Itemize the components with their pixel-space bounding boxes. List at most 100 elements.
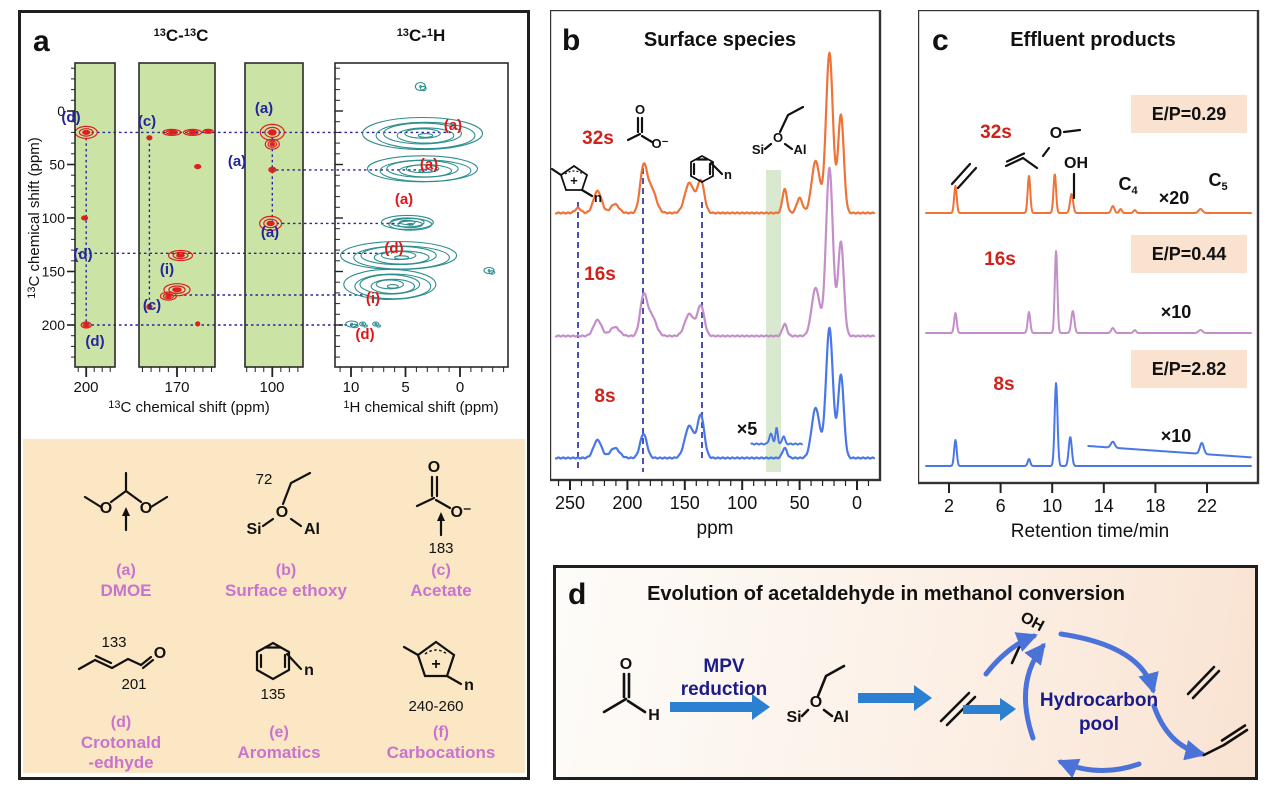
svg-text:O: O (1050, 125, 1062, 142)
cc-tick-200: 200 (73, 379, 98, 396)
panel-b-letter: b (562, 24, 580, 57)
reaction-arrow-1-icon (670, 694, 770, 720)
svg-text:n: n (594, 190, 602, 205)
pool-label-2: pool (1079, 714, 1119, 735)
panel-c-title: Effluent products (1010, 29, 1176, 51)
carbocations-structure-icon: + n 240-260 (402, 640, 474, 715)
svg-text:O: O (140, 500, 152, 517)
ch-tick-0: 0 (456, 379, 464, 396)
assign-d-strip1-top: (d) (61, 109, 80, 126)
legend-name-carbocations: Carbocations (387, 743, 496, 762)
svg-text:n: n (464, 677, 474, 694)
panel-b-canvas: b Surface species + n O O⁻ n (550, 10, 882, 539)
x-tick-6: 6 (996, 496, 1006, 516)
y-tick-200: 200 (42, 317, 66, 333)
series-label-32s: 32s (980, 122, 1012, 143)
svg-text:201: 201 (121, 676, 146, 693)
svg-text:72: 72 (256, 471, 273, 488)
dimethyl-ether-icon: O (1041, 125, 1082, 158)
svg-text:Si: Si (786, 709, 801, 726)
plot-border (550, 10, 882, 482)
svg-text:OH: OH (1064, 155, 1088, 172)
svg-text:O⁻: O⁻ (652, 136, 669, 151)
crotonaldehyde-structure-icon: 133 O 201 (77, 634, 166, 693)
legend-name-crotonaldehyde-2: -edhyde (88, 753, 153, 772)
x-axis-ticks (948, 483, 1208, 493)
c4-label: C4 (1118, 174, 1138, 197)
magnification-x10-8s: ×10 (1161, 426, 1192, 446)
series-label-8s: 8s (594, 386, 615, 407)
ethylene-icon (950, 162, 978, 190)
panel-c-effluent-products: E/P=0.29 E/P=0.44 E/P=2.82 c Effluent pr… (918, 10, 1263, 540)
assign-a-strip3-mid: (a) (228, 153, 246, 170)
cc-strip-200 (75, 63, 115, 367)
acetaldehyde-structure-icon: O H (602, 656, 660, 724)
svg-text:240-260: 240-260 (408, 698, 463, 715)
magnification-x5: ×5 (737, 419, 758, 439)
panel-d-canvas: d Evolution of acetaldehyde in methanol … (568, 578, 1249, 777)
y-tick-50: 50 (49, 157, 65, 173)
svg-text:135: 135 (260, 686, 285, 703)
series-label-8s: 8s (993, 374, 1014, 395)
legend-name-acetate: Acetate (410, 581, 471, 600)
svg-text:Al: Al (833, 709, 849, 726)
assign-a-strip3-top: (a) (255, 100, 273, 117)
ep-ratio-badge-16s (1131, 235, 1247, 273)
cc-title: 13C-13C (154, 26, 209, 45)
x-axis-label-ppm: ppm (697, 518, 734, 539)
ethylene-intermediate-icon (939, 691, 977, 727)
cc-strip-170 (139, 63, 215, 367)
panel-a-letter: a (33, 25, 50, 58)
svg-text:Si: Si (246, 521, 261, 538)
panel-d-reaction-scheme: d Evolution of acetaldehyde in methanol … (553, 565, 1258, 780)
legend-key-c: (c) (431, 562, 451, 579)
y-tick-100: 100 (42, 210, 66, 226)
ch-tick-5: 5 (401, 379, 409, 396)
svg-text:O⁻: O⁻ (451, 504, 472, 521)
series-label-16s: 16s (584, 264, 616, 285)
panel-c-letter: c (932, 24, 949, 57)
legend-key-a: (a) (116, 562, 136, 579)
x-tick-22: 22 (1197, 496, 1217, 516)
svg-text:O: O (100, 500, 112, 517)
x-tick-100: 100 (727, 493, 757, 513)
mpv-label-2: reduction (681, 679, 768, 700)
svg-text:O: O (620, 656, 632, 673)
ch-x-axis-label: 1H chemical shift (ppm) (343, 399, 498, 416)
assign-i-ch: (i) (366, 290, 380, 307)
svg-text:+: + (431, 656, 440, 673)
assign-i-strip2: (i) (160, 261, 174, 278)
acetate-structure-icon: O O⁻ 183 (415, 459, 472, 557)
axis-ticks (67, 67, 505, 377)
aromatics-structure-icon: n 135 (255, 641, 314, 703)
y-axis-label: 13C chemical shift (ppm) (26, 137, 43, 298)
x-tick-50: 50 (790, 493, 810, 513)
assign-c-strip2-top: (c) (138, 113, 156, 130)
series-label-32s: 32s (582, 128, 614, 149)
nmr-spectra-curves (554, 51, 876, 460)
acetate-icon: O O⁻ (626, 102, 669, 151)
c5-label: C5 (1208, 170, 1227, 193)
legend-key-e: (e) (269, 724, 289, 741)
legend-background (23, 439, 525, 773)
legend-name-dmoe: DMOE (101, 581, 152, 600)
cc-strip-100 (245, 63, 303, 367)
x-tick-10: 10 (1042, 496, 1062, 516)
svg-text:183: 183 (428, 540, 453, 557)
x-tick-150: 150 (670, 493, 700, 513)
svg-text:O: O (276, 504, 288, 521)
cc-contour-peaks (74, 123, 285, 329)
x-tick-14: 14 (1094, 496, 1114, 516)
assign-a-ch-3: (a) (395, 191, 413, 208)
ethoxy-highlight-band (766, 170, 781, 472)
ch-title: 13C-1H (397, 26, 446, 45)
methanol-entry-arrow-icon (983, 632, 1038, 677)
svg-text:O: O (635, 102, 645, 117)
cc-x-axis-label: 13C chemical shift (ppm) (108, 399, 269, 416)
chromatogram-curves (925, 173, 1252, 467)
svg-text:H: H (648, 707, 660, 724)
assign-a-ch-2: (a) (420, 156, 438, 173)
surface-ethoxy-structure-icon: 72 O Si Al (246, 471, 320, 538)
mpv-label-1: MPV (703, 656, 745, 677)
